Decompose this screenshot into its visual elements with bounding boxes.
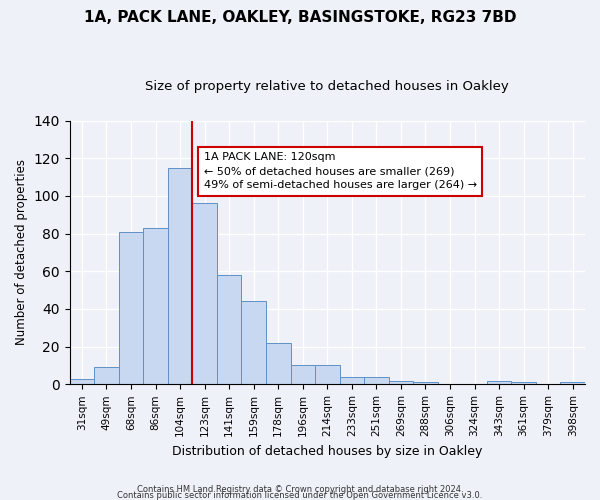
Text: 1A, PACK LANE, OAKLEY, BASINGSTOKE, RG23 7BD: 1A, PACK LANE, OAKLEY, BASINGSTOKE, RG23… (84, 10, 516, 25)
X-axis label: Distribution of detached houses by size in Oakley: Distribution of detached houses by size … (172, 444, 482, 458)
Bar (290, 366, 315, 384)
Bar (413, 382, 438, 384)
Bar (193, 204, 217, 384)
Text: 1A PACK LANE: 120sqm
← 50% of detached houses are smaller (269)
49% of semi-deta: 1A PACK LANE: 120sqm ← 50% of detached h… (203, 152, 477, 190)
Bar (340, 377, 364, 384)
Bar (389, 380, 413, 384)
Bar (241, 302, 266, 384)
Bar (168, 168, 193, 384)
Bar (70, 378, 94, 384)
Bar (94, 368, 119, 384)
Bar (266, 343, 290, 384)
Bar (315, 366, 340, 384)
Y-axis label: Number of detached properties: Number of detached properties (15, 160, 28, 346)
Bar (511, 382, 536, 384)
Bar (217, 275, 241, 384)
Bar (364, 377, 389, 384)
Bar (143, 228, 168, 384)
Text: Contains public sector information licensed under the Open Government Licence v3: Contains public sector information licen… (118, 490, 482, 500)
Text: Contains HM Land Registry data © Crown copyright and database right 2024.: Contains HM Land Registry data © Crown c… (137, 484, 463, 494)
Bar (560, 382, 585, 384)
Bar (487, 380, 511, 384)
Title: Size of property relative to detached houses in Oakley: Size of property relative to detached ho… (145, 80, 509, 93)
Bar (119, 232, 143, 384)
